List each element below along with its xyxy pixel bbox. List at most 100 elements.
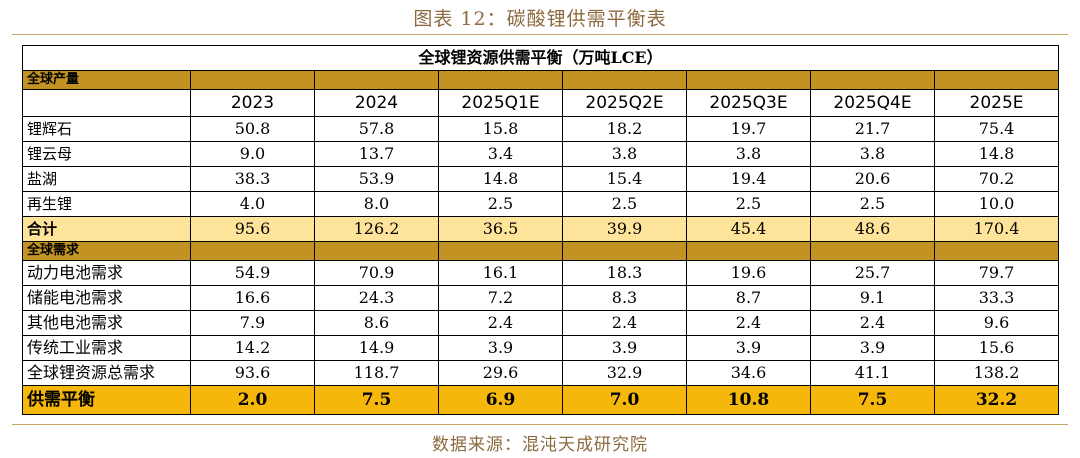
value-cell: 24.3	[314, 285, 439, 311]
value-cell: 7.9	[190, 310, 315, 336]
value-cell: 8.0	[314, 191, 439, 217]
value-cell: 79.7	[933, 260, 1060, 286]
row-label: 供需平衡	[22, 385, 191, 415]
value-cell: 93.6	[190, 360, 315, 386]
value-cell: 2.0	[190, 385, 315, 415]
value-cell: 2.5	[562, 191, 687, 217]
section-fill-cell	[190, 241, 315, 261]
value-cell: 8.3	[562, 285, 687, 311]
row-label: 传统工业需求	[22, 335, 191, 361]
value-cell: 10.8	[686, 385, 811, 415]
section-fill-cell	[686, 70, 811, 90]
value-cell: 138.2	[933, 360, 1060, 386]
value-cell: 2.4	[686, 310, 811, 336]
value-cell: 70.2	[933, 166, 1060, 192]
supply-row: 锂云母 9.0 13.7 3.4 3.8 3.8 3.8 14.8	[22, 141, 1060, 167]
column-header: 2025Q1E	[438, 89, 563, 117]
value-cell: 53.9	[314, 166, 439, 192]
value-cell: 9.1	[810, 285, 935, 311]
supply-demand-table: 全球锂资源供需平衡（万吨LCE） 全球产量 2023 2024 2025Q1E 2025…	[21, 45, 1060, 415]
column-header: 2023	[190, 89, 315, 117]
value-cell: 29.6	[438, 360, 563, 386]
section-fill-cell	[314, 70, 439, 90]
row-label: 其他电池需求	[22, 310, 191, 336]
value-cell: 3.8	[686, 141, 811, 167]
section-fill-cell	[438, 70, 563, 90]
demand-row: 传统工业需求 14.2 14.9 3.9 3.9 3.9 3.9 15.6	[22, 335, 1060, 361]
value-cell: 2.5	[810, 191, 935, 217]
section-label: 全球产量	[22, 70, 191, 90]
column-header: 2025Q2E	[562, 89, 687, 117]
value-cell: 13.7	[314, 141, 439, 167]
value-cell: 3.8	[562, 141, 687, 167]
value-cell: 32.2	[933, 385, 1060, 415]
value-cell: 14.9	[314, 335, 439, 361]
value-cell: 3.8	[810, 141, 935, 167]
value-cell: 19.4	[686, 166, 811, 192]
value-cell: 7.5	[314, 385, 439, 415]
row-label: 储能电池需求	[22, 285, 191, 311]
value-cell: 6.9	[438, 385, 563, 415]
demand-section-header: 全球需求	[22, 241, 1060, 261]
value-cell: 20.6	[810, 166, 935, 192]
table-title-row: 全球锂资源供需平衡（万吨LCE）	[21, 45, 1060, 71]
value-cell: 2.5	[438, 191, 563, 217]
value-cell: 2.4	[438, 310, 563, 336]
value-cell: 75.4	[933, 116, 1060, 142]
row-label: 盐湖	[22, 166, 191, 192]
demand-row: 全球锂资源总需求 93.6 118.7 29.6 32.9 34.6 41.1 138.2	[22, 360, 1060, 386]
figure-title: 图表 12：碳酸锂供需平衡表	[413, 8, 667, 30]
value-cell: 21.7	[810, 116, 935, 142]
value-cell: 3.9	[686, 335, 811, 361]
section-fill-cell	[438, 241, 563, 261]
value-cell: 3.4	[438, 141, 563, 167]
value-cell: 36.5	[438, 216, 563, 242]
value-cell: 15.6	[933, 335, 1060, 361]
value-cell: 7.0	[562, 385, 687, 415]
section-fill-cell	[933, 241, 1060, 261]
row-label: 合计	[22, 216, 191, 242]
value-cell: 45.4	[686, 216, 811, 242]
value-cell: 2.4	[810, 310, 935, 336]
value-cell: 3.9	[562, 335, 687, 361]
section-fill-cell	[190, 70, 315, 90]
value-cell: 7.2	[438, 285, 563, 311]
section-fill-cell	[810, 241, 935, 261]
value-cell: 16.1	[438, 260, 563, 286]
value-cell: 38.3	[190, 166, 315, 192]
section-fill-cell	[686, 241, 811, 261]
value-cell: 25.7	[810, 260, 935, 286]
row-label: 全球锂资源总需求	[22, 360, 191, 386]
value-cell: 8.6	[314, 310, 439, 336]
value-cell: 8.7	[686, 285, 811, 311]
value-cell: 50.8	[190, 116, 315, 142]
supply-row: 再生锂 4.0 8.0 2.5 2.5 2.5 2.5 10.0	[22, 191, 1060, 217]
column-header: 2025Q3E	[686, 89, 811, 117]
value-cell: 41.1	[810, 360, 935, 386]
table-title: 全球锂资源供需平衡（万吨LCE）	[21, 45, 1060, 71]
value-cell: 34.6	[686, 360, 811, 386]
value-cell: 14.8	[933, 141, 1060, 167]
row-label: 再生锂	[22, 191, 191, 217]
section-fill-cell	[933, 70, 1060, 90]
value-cell: 4.0	[190, 191, 315, 217]
demand-row: 其他电池需求 7.9 8.6 2.4 2.4 2.4 2.4 9.6	[22, 310, 1060, 336]
demand-row: 动力电池需求 54.9 70.9 16.1 18.3 19.6 25.7 79.7	[22, 260, 1060, 286]
value-cell: 14.2	[190, 335, 315, 361]
value-cell: 118.7	[314, 360, 439, 386]
section-fill-cell	[810, 70, 935, 90]
value-cell: 32.9	[562, 360, 687, 386]
row-label: 锂云母	[22, 141, 191, 167]
value-cell: 15.8	[438, 116, 563, 142]
supply-row: 锂辉石 50.8 57.8 15.8 18.2 19.7 21.7 75.4	[22, 116, 1060, 142]
value-cell: 19.7	[686, 116, 811, 142]
row-label: 锂辉石	[22, 116, 191, 142]
top-rule	[12, 34, 1068, 35]
column-header-blank	[22, 89, 191, 117]
column-header: 2025Q4E	[810, 89, 935, 117]
section-fill-cell	[562, 241, 687, 261]
value-cell: 39.9	[562, 216, 687, 242]
value-cell: 54.9	[190, 260, 315, 286]
value-cell: 126.2	[314, 216, 439, 242]
value-cell: 70.9	[314, 260, 439, 286]
